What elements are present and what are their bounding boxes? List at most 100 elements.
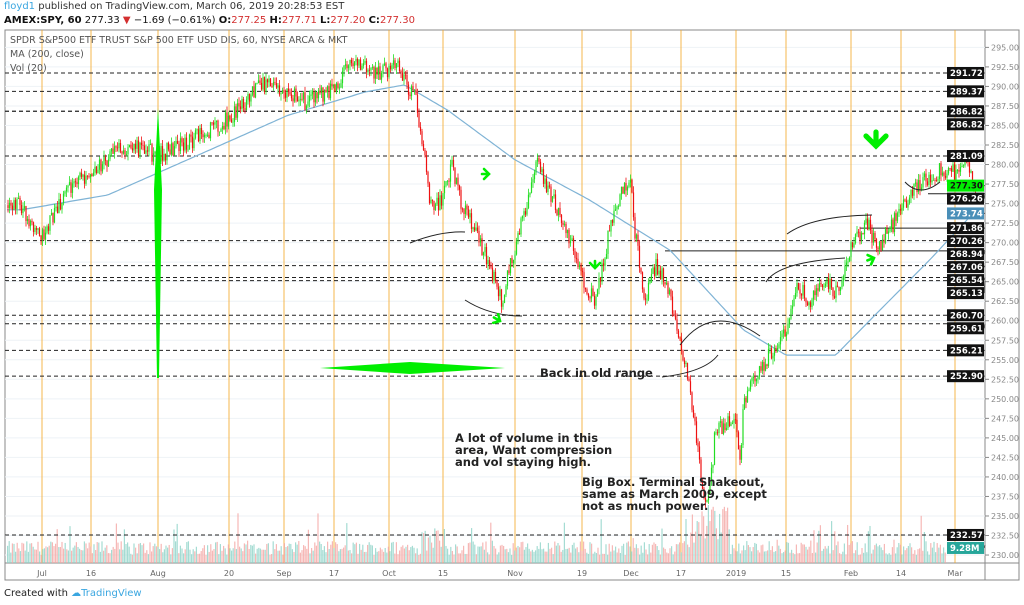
volume-bar <box>797 553 799 563</box>
volume-bar <box>605 544 607 563</box>
candle-body <box>152 153 155 162</box>
candle-body <box>827 277 830 290</box>
y-tick-label: 237.50 <box>991 492 1019 501</box>
down-arrow-icon[interactable] <box>588 259 602 270</box>
volume-bar <box>637 548 639 563</box>
volume-bar <box>421 532 423 563</box>
vertical-volume-marker[interactable] <box>154 108 162 378</box>
volume-bar <box>387 546 389 563</box>
candle-body <box>521 215 524 219</box>
candle-body <box>382 65 384 73</box>
candle-body <box>860 233 863 240</box>
right-arrow-icon[interactable] <box>480 167 491 181</box>
candle-body <box>296 96 299 102</box>
volume-bar <box>163 549 165 563</box>
trend-arc-drawing[interactable] <box>409 231 466 244</box>
volume-bar <box>853 553 855 563</box>
trend-arc-drawing[interactable] <box>904 181 941 191</box>
volume-bar <box>250 544 252 563</box>
volume-bar <box>336 544 338 563</box>
horizontal-range-marker[interactable] <box>320 362 505 374</box>
volume-bar <box>706 525 708 563</box>
candle-body <box>452 159 455 168</box>
candle-body <box>20 205 23 214</box>
volume-bar <box>618 548 620 563</box>
volume-bar <box>736 551 738 563</box>
candle-body <box>523 211 525 216</box>
trend-arc-drawing[interactable] <box>464 299 523 317</box>
candle-body <box>251 86 254 95</box>
candle-body <box>667 282 669 294</box>
candle-body <box>350 59 353 64</box>
volume-bar <box>896 547 898 563</box>
candle-body <box>164 153 167 161</box>
candle-body <box>481 238 483 256</box>
volume-bar <box>608 543 610 563</box>
volume-bar <box>197 553 199 563</box>
volume-bar <box>485 541 487 563</box>
candle-body <box>784 329 786 337</box>
price-tag-connector <box>983 111 986 125</box>
candle-body <box>562 222 564 225</box>
volume-bar <box>103 550 105 563</box>
trend-arc-drawing[interactable] <box>679 320 761 346</box>
candle-body <box>761 361 764 371</box>
volume-bar <box>426 550 428 563</box>
volume-bar <box>295 542 297 563</box>
candle-body <box>161 146 164 161</box>
down-right-arrow-icon[interactable] <box>491 312 502 325</box>
volume-bar <box>35 549 37 563</box>
volume-bar <box>707 505 709 563</box>
x-tick-label: Dec <box>623 569 638 578</box>
candle-body <box>17 197 20 199</box>
candle-body <box>490 265 492 268</box>
volume-bar <box>858 554 860 563</box>
author-link[interactable]: floyd1 <box>4 1 36 12</box>
volume-bar <box>784 550 786 563</box>
candle-body <box>445 181 447 186</box>
candle-body <box>824 283 827 287</box>
candle-body <box>446 180 449 182</box>
candle-body <box>694 416 696 422</box>
volume-bar <box>415 553 417 563</box>
candle-body <box>293 88 296 102</box>
volume-bar <box>42 549 44 563</box>
trend-arc-drawing[interactable] <box>661 354 719 378</box>
candle-body <box>586 289 588 295</box>
big-down-arrow-icon[interactable] <box>863 129 889 150</box>
volume-bar <box>96 542 98 563</box>
candle-body <box>55 206 57 209</box>
volume-bar <box>205 554 207 563</box>
trend-arc-drawing[interactable] <box>786 214 873 235</box>
tradingview-link[interactable]: TradingView <box>81 588 142 599</box>
legend-vol[interactable]: Vol (20) <box>10 63 47 74</box>
candle-body <box>394 60 396 69</box>
volume-bar <box>165 545 167 563</box>
x-tick-label: 20 <box>224 569 234 578</box>
volume-bar <box>669 548 671 563</box>
candle-body <box>52 212 54 223</box>
candle-body <box>257 80 260 84</box>
legend-ma[interactable]: MA (200, close) <box>10 49 84 60</box>
x-tick-label: 15 <box>781 569 791 578</box>
candle-body <box>727 416 729 428</box>
volume-bar <box>602 553 604 563</box>
symbol: AMEX:SPY, 60 <box>4 15 82 26</box>
right-arrow-icon[interactable] <box>866 253 876 266</box>
candle-body <box>767 348 770 367</box>
candle-body <box>340 83 342 88</box>
candle-body <box>901 207 903 211</box>
candle-body <box>116 147 119 149</box>
trend-arc-drawing[interactable] <box>765 257 846 283</box>
volume-bar <box>115 523 117 563</box>
candle-body <box>808 302 810 306</box>
volume-bar <box>344 545 346 563</box>
candle-body <box>128 144 131 148</box>
y-tick-label: 260.00 <box>991 317 1019 326</box>
volume-bar <box>71 550 73 563</box>
candle-body <box>625 183 627 191</box>
volume-bar <box>27 551 29 563</box>
y-tick-label: 240.00 <box>991 473 1019 482</box>
volume-bar <box>323 546 325 563</box>
